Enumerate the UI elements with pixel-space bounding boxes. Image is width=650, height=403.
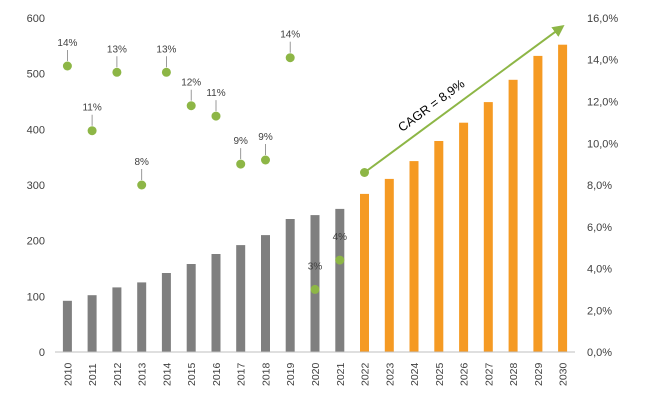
points-layer: 14% 11% 13% 8% 13% 12% 11% 9% 9% 14% 3% 4% xyxy=(57,30,347,294)
bar-2010 xyxy=(62,300,72,352)
growth-label: 11% xyxy=(206,88,225,99)
growth-label: 4% xyxy=(333,232,348,243)
y-left-tick-label: 100 xyxy=(27,291,45,303)
x-tick-label: 2022 xyxy=(360,362,372,386)
bar-2027 xyxy=(483,102,493,352)
x-tick-label: 2025 xyxy=(434,362,446,386)
growth-point-2010 xyxy=(62,61,72,71)
x-tick-label: 2026 xyxy=(459,362,471,386)
growth-label: 11% xyxy=(82,103,101,114)
y-right-tick-label: 10,0% xyxy=(587,138,618,150)
x-tick-label: 2020 xyxy=(310,362,322,386)
growth-label: 14% xyxy=(280,30,300,41)
x-tick-label: 2017 xyxy=(236,362,248,386)
x-tick-label: 2024 xyxy=(409,362,421,386)
y-left-tick-label: 0 xyxy=(39,347,45,359)
y-right-tick-label: 8,0% xyxy=(587,180,612,192)
y-left-tick-label: 200 xyxy=(27,236,45,248)
y-right-tick-label: 6,0% xyxy=(587,222,612,234)
growth-point-2015 xyxy=(186,101,196,111)
y-right-tick-label: 12,0% xyxy=(587,97,618,109)
y-left-tick-label: 400 xyxy=(27,124,45,136)
bar-2028 xyxy=(508,79,518,353)
growth-point-2017 xyxy=(236,159,246,169)
bar-2018 xyxy=(261,235,270,352)
bar-2026 xyxy=(459,122,469,352)
x-tick-label: 2014 xyxy=(161,362,173,386)
x-tick-label: 2028 xyxy=(508,362,520,386)
y-left-tick-label: 300 xyxy=(27,180,45,192)
growth-label: 3% xyxy=(308,261,323,272)
bar-2014 xyxy=(161,273,171,352)
bar-2013 xyxy=(137,282,147,352)
x-tick-label: 2011 xyxy=(87,363,99,386)
growth-point-2013 xyxy=(137,180,147,190)
bar-2030 xyxy=(558,44,568,352)
cagr-start-point xyxy=(360,168,369,177)
bar-2019 xyxy=(285,219,295,352)
bar-2021 xyxy=(335,208,345,352)
cagr-arrow xyxy=(363,24,565,174)
x-tick-label: 2016 xyxy=(211,362,223,386)
x-tick-label: 2027 xyxy=(483,362,495,386)
x-tick-label: 2030 xyxy=(558,362,570,386)
growth-label: 14% xyxy=(57,38,77,49)
growth-label: 9% xyxy=(233,136,248,147)
axes-layer: 0 100 200 300 400 500 600 0,0% 2,0% 4,0% 6,0% 8,0% 1… xyxy=(27,13,619,386)
bar-2017 xyxy=(236,245,246,352)
bars-layer xyxy=(62,44,568,353)
x-tick-label: 2018 xyxy=(261,362,273,386)
growth-label: 9% xyxy=(258,132,273,143)
growth-label: 13% xyxy=(107,44,127,55)
x-tick-label: 2015 xyxy=(186,362,198,386)
bar-2016 xyxy=(211,254,221,352)
bar-2025 xyxy=(434,141,444,352)
bar-2024 xyxy=(409,161,419,352)
y-left-tick-label: 600 xyxy=(27,13,45,25)
x-tick-label: 2012 xyxy=(112,362,124,386)
y-left-tick-label: 500 xyxy=(27,69,45,81)
growth-label: 13% xyxy=(156,44,176,55)
y-right-tick-label: 16,0% xyxy=(587,13,618,25)
x-tick-label: 2010 xyxy=(62,362,74,386)
bar-2011 xyxy=(87,295,97,352)
bar-2029 xyxy=(533,55,543,353)
y-right-tick-label: 0,0% xyxy=(587,347,612,359)
x-tick-label: 2023 xyxy=(384,362,396,386)
growth-point-2016 xyxy=(211,111,221,121)
growth-point-2020 xyxy=(310,284,320,294)
x-tick-label: 2019 xyxy=(285,362,297,386)
y-right-tick-label: 2,0% xyxy=(587,305,612,317)
bar-2022 xyxy=(360,193,369,352)
x-tick-label: 2021 xyxy=(335,362,347,386)
x-tick-label: 2029 xyxy=(533,362,545,386)
growth-point-2018 xyxy=(261,155,270,165)
growth-point-2021 xyxy=(335,255,345,265)
y-right-tick-label: 14,0% xyxy=(587,55,618,67)
growth-label: 8% xyxy=(134,157,149,168)
growth-point-2014 xyxy=(161,67,171,77)
growth-label: 12% xyxy=(181,78,201,89)
growth-point-2019 xyxy=(285,53,295,63)
bar-2023 xyxy=(384,178,394,352)
bar-2015 xyxy=(186,264,196,352)
growth-point-2012 xyxy=(112,67,122,77)
growth-point-2011 xyxy=(87,126,97,136)
x-tick-label: 2013 xyxy=(137,362,149,386)
y-right-tick-label: 4,0% xyxy=(587,264,612,276)
bar-2012 xyxy=(112,287,122,352)
